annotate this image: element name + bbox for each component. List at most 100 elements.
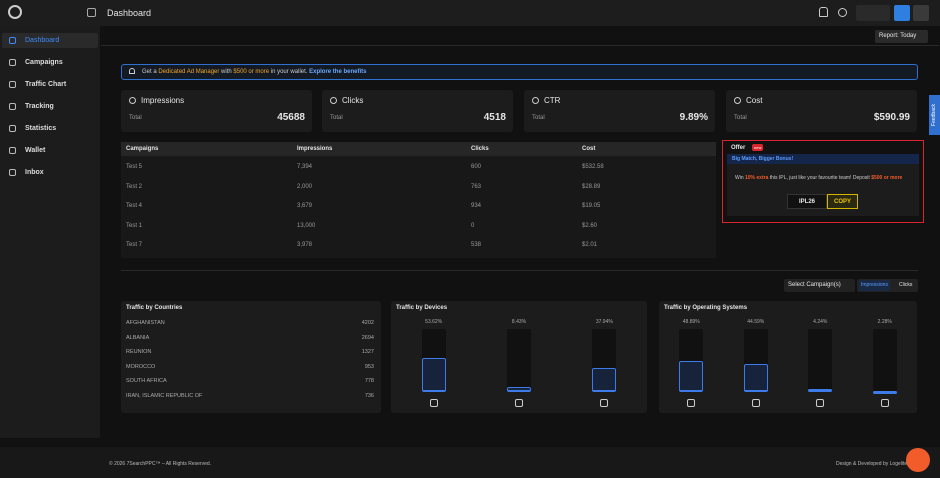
banner-text: in your wallet. [269,69,310,75]
percent-label: 2.28% [877,319,892,325]
column-header: Cost [582,146,596,152]
nav-icon [9,169,16,176]
stat-sublabel: Total [734,115,747,121]
country-name: IRAN, ISLAMIC REPUBLIC OF [126,392,203,399]
table-cell: 3,978 [297,242,313,248]
stat-sublabel: Total [330,115,343,121]
offer-text-part: 10% extra [745,175,769,181]
percent-label: 4.24% [813,319,828,325]
banner-text: Dedicated Ad Manager [158,69,220,75]
stat-label: Impressions [141,96,185,105]
nav-icon [9,81,16,88]
category-icon [687,399,696,407]
nav-item[interactable]: Inbox [25,169,44,176]
bar-fill [592,368,617,392]
country-value: 736 [364,392,374,399]
country-name: REUNION [126,349,152,355]
toggle-impressions[interactable]: Impressions [859,280,890,291]
column-header: Impressions [297,146,333,152]
offer-text-part: Win [735,175,745,181]
bar-fill [421,358,446,392]
table-cell: 13,000 [297,222,316,229]
bar-fill [743,363,768,392]
category-icon [515,399,523,407]
banner-text: with [219,69,234,75]
nav-item[interactable]: Traffic Chart [25,81,67,88]
nav-item[interactable]: Statistics [25,125,57,132]
category-icon [600,399,609,407]
country-value: 778 [364,378,374,384]
table-cell: Test 1 [126,222,143,229]
offer-text-part: $500 or more [871,175,903,181]
country-name: ALBANIA [126,334,150,341]
country-value: 2694 [361,334,374,341]
sidebar-toggle[interactable] [87,8,96,17]
stat-icon [129,97,136,104]
nav-icon [9,147,16,154]
nav-item[interactable]: Campaigns [25,59,63,66]
bar-fill [872,390,897,394]
table-cell: 763 [471,183,482,190]
column-header: Campaigns [126,146,159,152]
panel-title: Traffic by Operating Systems [664,305,748,311]
stat-value: 4518 [483,112,506,123]
bar-track [507,329,531,392]
report-dropdown[interactable]: Report: Today [875,30,928,43]
support-icon[interactable] [838,8,847,17]
nav-item[interactable]: Wallet [25,147,46,154]
toggle-clicks[interactable]: Clicks [899,282,913,288]
stat-icon [734,97,741,104]
stat-value: $590.99 [873,112,910,123]
country-value: 953 [364,363,374,370]
chat-button[interactable] [906,448,930,472]
table-cell: 600 [471,164,482,170]
top-bar [0,0,940,26]
logo[interactable] [8,5,22,19]
table-cell: $19.05 [582,203,601,209]
copyright: © 2026 7SearchPPC™ – All Rights Reserved… [109,461,212,467]
promo-code: IPL26 [787,194,827,209]
feedback-text[interactable]: Feedback [931,104,937,126]
table-cell: Test 4 [126,203,143,209]
credit: Design & Developed by Logelite [836,461,908,467]
wallet-balance[interactable] [856,5,890,21]
copy-button[interactable]: COPY [827,194,858,209]
divider [121,270,918,271]
column-header: Clicks [471,146,489,152]
currency-button[interactable] [894,5,910,21]
nav-icon [9,125,16,132]
profile-button[interactable] [913,5,929,21]
banner: Get a Dedicated Ad Manager with $500 or … [121,64,918,80]
table-cell: Test 7 [126,242,143,248]
nav-item[interactable]: Tracking [25,103,54,110]
percent-label: 8.43% [511,319,527,325]
campaign-select[interactable]: Select Campaign(s) [784,279,855,292]
banner-text[interactable]: Explore the benefits [309,69,367,75]
table-cell: $28.89 [582,183,601,190]
country-name: SOUTH AFRICA [126,378,167,384]
nav-active-bg [2,33,98,48]
footer-bar [0,447,940,478]
panel-title: Traffic by Countries [126,305,183,311]
nav-icon [9,59,16,66]
nav-item[interactable]: Dashboard [25,37,60,44]
offer-title: Offer [731,145,746,151]
stat-label: Clicks [342,96,364,105]
sidebar [0,26,100,438]
stat-value: 9.89% [679,112,708,123]
table-cell: Test 5 [126,164,143,170]
country-name: MOROCCO [126,363,156,370]
percent-label: 53.62% [425,319,443,325]
category-icon [429,399,438,407]
stat-value: 45688 [277,112,305,123]
notification-icon[interactable] [819,7,828,17]
table-cell: 934 [471,203,482,209]
offer-text-part: this IPL, just like your favourite team!… [768,175,872,181]
countries-panel [121,301,381,413]
stat-icon [532,97,539,104]
nav-icon [9,103,16,110]
bar-track [872,329,897,392]
stat-card [322,90,513,132]
table-cell: $2.01 [582,242,598,248]
